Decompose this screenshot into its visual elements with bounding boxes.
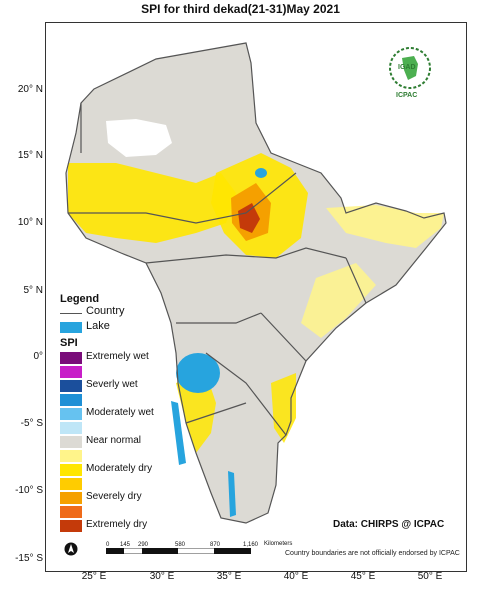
scale-tick: 580 — [175, 542, 186, 548]
lat-label: -5° S — [20, 418, 43, 429]
lon-label: 45° E — [350, 571, 376, 582]
lon-label: 25° E — [81, 571, 107, 582]
spi-swatch — [60, 436, 82, 448]
disclaimer: Country boundaries are not officially en… — [285, 550, 460, 557]
spi-swatch — [60, 492, 82, 504]
lat-label: 5° N — [23, 285, 43, 296]
spi-label: Moderately wet — [86, 407, 154, 418]
spi-swatch — [60, 408, 82, 420]
legend-country-label: Country — [86, 305, 125, 317]
region-no-data — [106, 119, 172, 157]
lake-malawi — [228, 471, 236, 517]
country-borders — [65, 42, 447, 524]
spi-title: SPI — [60, 337, 78, 349]
lake-victoria — [176, 353, 220, 393]
spi-swatch — [60, 520, 82, 532]
lake-swatch — [60, 322, 82, 333]
logo-igad-text: IGAD — [398, 64, 416, 71]
legend-title: Legend — [60, 293, 100, 305]
spi-swatch — [60, 464, 82, 476]
lat-label: 10° N — [17, 217, 43, 228]
spi-label: Moderately dry — [86, 463, 153, 474]
country-line-swatch — [60, 313, 82, 314]
lake-tana — [255, 168, 267, 178]
spi-map — [65, 42, 447, 524]
spi-swatch — [60, 506, 82, 518]
scale-tick: 1,160 — [243, 542, 259, 548]
lake-tanganyika — [171, 401, 186, 465]
spi-label: Severely dry — [86, 491, 142, 502]
logo-icpac-text: ICPAC — [396, 92, 418, 99]
spi-swatch — [60, 422, 82, 434]
scale-tick: 290 — [138, 542, 149, 548]
spi-label: Extremely dry — [86, 519, 148, 530]
lon-label: 50° E — [417, 571, 443, 582]
spi-swatch — [60, 450, 82, 462]
spi-label: Extremely wet — [86, 351, 149, 362]
spi-swatch — [60, 366, 82, 378]
spi-swatch — [60, 380, 82, 392]
spi-swatch — [60, 352, 82, 364]
north-arrow-icon — [64, 542, 78, 556]
lat-label: 20° N — [17, 84, 43, 95]
lon-label: 30° E — [149, 571, 175, 582]
lat-label: -15° S — [15, 553, 43, 564]
scale-tick: 145 — [120, 542, 131, 548]
lat-label: 0° — [33, 351, 43, 362]
scale-unit: Kilometers — [264, 541, 293, 547]
lon-label: 40° E — [283, 571, 309, 582]
data-credit: Data: CHIRPS @ ICPAC — [333, 519, 445, 530]
region-dry-south — [176, 373, 216, 453]
region-dry-east — [301, 263, 376, 338]
scale-bar — [106, 548, 251, 554]
map-title: SPI for third dekad(21-31)May 2021 — [141, 2, 340, 16]
spi-swatch — [60, 478, 82, 490]
region-landmass — [66, 43, 446, 523]
region-dry-horn — [326, 205, 444, 248]
lat-label: 15° N — [17, 150, 43, 161]
spi-label: Near normal — [86, 435, 142, 446]
lat-label: -10° S — [15, 485, 43, 496]
spi-label: Severly wet — [86, 379, 138, 390]
scale-tick: 870 — [210, 542, 221, 548]
spi-swatch — [60, 394, 82, 406]
map-frame — [45, 22, 467, 572]
scale-tick: 0 — [106, 542, 110, 548]
lon-label: 35° E — [216, 571, 242, 582]
igad-logo-icon — [389, 47, 431, 89]
legend-lake-label: Lake — [86, 320, 110, 332]
region-extreme-dry — [238, 203, 260, 233]
